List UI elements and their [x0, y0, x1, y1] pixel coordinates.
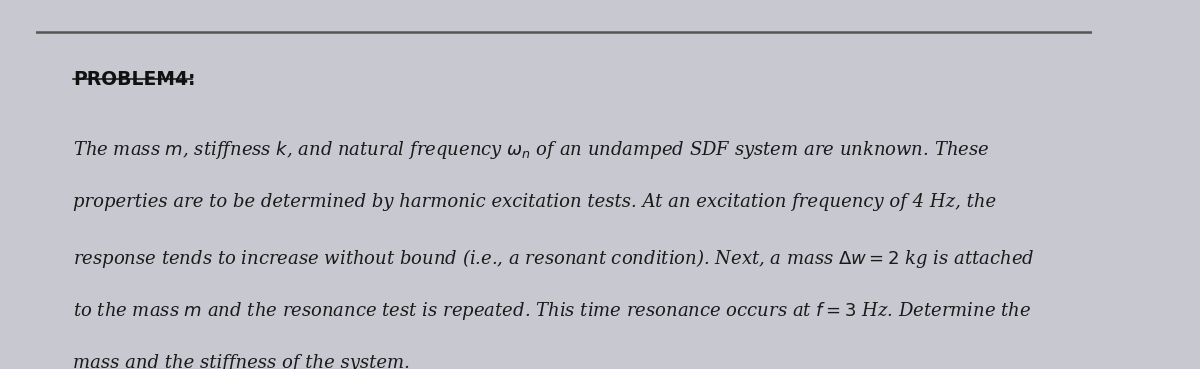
Text: to the mass $m$ and the resonance test is repeated. This time resonance occurs a: to the mass $m$ and the resonance test i…: [73, 300, 1031, 323]
Text: response tends to increase without bound (i.e., a resonant condition). Next, a m: response tends to increase without bound…: [73, 247, 1034, 270]
Text: mass and the stiffness of the system.: mass and the stiffness of the system.: [73, 354, 410, 369]
Text: The mass $m$, stiffness $k$, and natural frequency $\omega_n$ of an undamped SDF: The mass $m$, stiffness $k$, and natural…: [73, 139, 989, 161]
Text: properties are to be determined by harmonic excitation tests. At an excitation f: properties are to be determined by harmo…: [73, 193, 996, 211]
Text: PROBLEM4:: PROBLEM4:: [73, 70, 196, 89]
